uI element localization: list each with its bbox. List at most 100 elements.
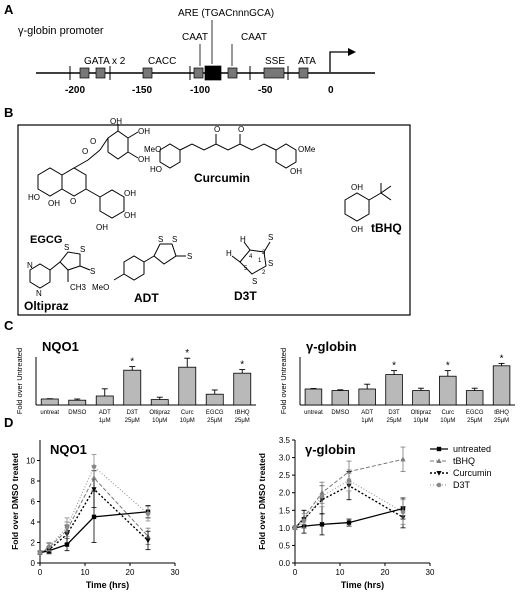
bar: [95, 395, 114, 406]
category-label: tBHQ: [494, 410, 509, 416]
x-tick-label: 10: [336, 568, 345, 577]
x-tick-label: 20: [126, 568, 135, 577]
y-tick-label: 3.0: [279, 454, 291, 463]
category-label: 25μM: [125, 418, 140, 424]
y-tick-label: 1.5: [279, 506, 291, 515]
compound-name: D3T: [234, 289, 257, 303]
category-label: ADT: [361, 410, 373, 416]
bar: [492, 365, 511, 406]
position-label: -200: [65, 85, 85, 96]
category-label: tBHQ: [235, 410, 250, 416]
atom-label: O: [70, 197, 76, 206]
bar: [233, 372, 252, 406]
y-tick-label: 2.5: [279, 471, 291, 480]
data-point: [436, 446, 442, 452]
atom-label: HO: [150, 165, 162, 174]
category-label: 25μM: [386, 418, 401, 424]
y-tick-label: 10: [26, 457, 35, 466]
significance-mark: *: [446, 361, 450, 372]
data-point: [319, 522, 325, 527]
atom-label: OH: [138, 127, 150, 136]
bar: [68, 399, 87, 406]
gamma-globin-time-course-chart: γ-globin 0 10 20 30 0.0 0.5 1.0 1.5 2.0 2.5 3.0 3.5 T…: [257, 436, 492, 590]
ata-box: [298, 67, 309, 79]
category-label: Curc: [441, 410, 454, 416]
y-tick-label: 4: [31, 518, 36, 527]
atom-label: OMe: [298, 145, 316, 154]
chart-title: γ-globin: [306, 339, 357, 354]
atom-number: 2: [262, 270, 266, 276]
data-point: [91, 464, 97, 469]
bar: [150, 399, 169, 406]
atom-label: OH: [124, 189, 136, 198]
caat2-label: CAAT: [241, 32, 267, 43]
x-tick-label: 30: [171, 568, 180, 577]
position-label: -150: [132, 85, 152, 96]
panel-c: C NQO1 Fold over Untreated untreat DMSO ADT 1…: [4, 318, 515, 424]
x-tick-label: 20: [381, 568, 390, 577]
category-label: 10μM: [440, 418, 455, 424]
y-tick-label: 6: [31, 498, 36, 507]
category-label: untreat: [304, 410, 323, 416]
category-label: 10μM: [180, 418, 195, 424]
significance-mark: *: [130, 357, 134, 368]
atom-label: S: [158, 235, 163, 244]
atom-number: 3: [262, 250, 266, 256]
legend-label: Curcumin: [453, 468, 492, 478]
data-point: [436, 471, 442, 476]
atom-label: O: [214, 125, 220, 134]
atom-label: N: [36, 289, 42, 298]
bar: [465, 390, 484, 406]
category-label: ADT: [99, 410, 111, 416]
panel-d: D NQO1 0 10 20 30 0 2 4 6 8 10 Time (hrs) Fold over …: [4, 415, 492, 590]
panel-d-letter: D: [4, 415, 13, 430]
data-point: [301, 518, 307, 524]
compound-name: tBHQ: [371, 221, 402, 235]
x-tick-label: 30: [426, 568, 435, 577]
tss-arrowhead-icon: [348, 48, 356, 56]
series-line: [294, 484, 404, 529]
x-axis-label: Time (hrs): [86, 580, 129, 590]
atom-label: OH: [96, 223, 108, 232]
data-point: [346, 520, 352, 525]
position-label: -100: [190, 85, 210, 96]
atom-label: OH: [124, 211, 136, 220]
compound-name: EGCG: [30, 234, 62, 246]
category-label: 1μM: [361, 418, 373, 424]
egcg-structure-icon: [37, 124, 139, 219]
bar: [412, 390, 430, 406]
category-label: DMSO: [331, 410, 349, 416]
adt-structure-icon: [113, 243, 186, 281]
ata-label: ATA: [298, 56, 316, 67]
legend-label: D3T: [453, 480, 471, 490]
data-point: [436, 458, 442, 463]
atom-label: HO: [28, 193, 40, 202]
panel-c-letter: C: [4, 318, 14, 333]
y-tick-label: 1.0: [279, 524, 291, 533]
caat-box-2: [227, 67, 238, 79]
category-label: untreat: [40, 410, 59, 416]
atom-label: OH: [48, 199, 60, 208]
atom-label: CH3: [70, 283, 87, 292]
significance-mark: *: [240, 360, 244, 371]
bar: [385, 374, 403, 406]
atom-label: S: [187, 252, 192, 261]
bar: [358, 388, 376, 406]
significance-mark: *: [500, 353, 504, 364]
tss-arrow-icon: [329, 51, 352, 72]
compound-name: Oltipraz: [24, 299, 69, 313]
bar: [123, 369, 142, 406]
are-box: [204, 65, 222, 81]
y-axis-label: Fold over Untreated: [279, 348, 288, 414]
panel-b: B HO OH O O O OH OH OH OH OH OH EGCG: [4, 105, 411, 316]
atom-label: H: [240, 235, 246, 244]
y-tick-label: 0: [31, 559, 36, 568]
y-axis-label: Fold over DMSO treated: [257, 453, 267, 550]
chart-title: NQO1: [50, 442, 87, 457]
atom-label: S: [252, 277, 257, 286]
data-point: [64, 524, 70, 530]
y-tick-label: 0.5: [279, 541, 291, 550]
bar: [439, 375, 457, 406]
category-label: DMSO: [68, 410, 86, 416]
chart-title: γ-globin: [305, 442, 356, 457]
